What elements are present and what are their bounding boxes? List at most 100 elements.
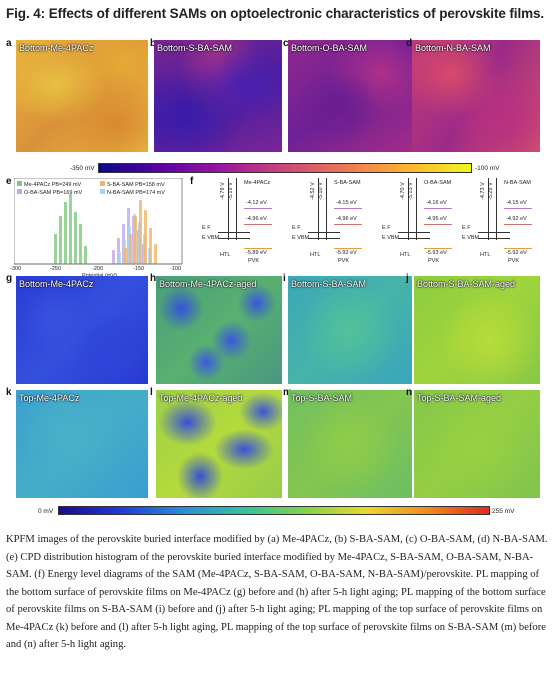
kpfm-colorbar: [98, 163, 472, 173]
energy-text: HTL: [310, 252, 321, 258]
energy-level-line: [416, 178, 417, 240]
energy-level-line: [398, 232, 430, 233]
pl-image-n: Top-S-BA-SAM-aged: [414, 390, 540, 498]
energy-text: S-BA-SAM: [334, 180, 361, 186]
energy-level-line: [408, 178, 409, 240]
kpfm-label-b: Bottom-S-BA-SAM: [157, 43, 233, 53]
kpfm-label-a: Bottom-Me-4PACz: [19, 43, 94, 53]
kpfm-image-c: Bottom-O-BA-SAM: [288, 40, 412, 152]
energy-level-line: [478, 232, 510, 233]
energy-level-line: [504, 208, 532, 209]
x-tick-200: -200: [92, 266, 104, 272]
panel-letter-c: c: [283, 38, 289, 49]
kpfm-colorbar-max: -100 mV: [475, 165, 500, 172]
energy-text: -5.19 V: [228, 182, 234, 200]
energy-text: HTL: [220, 252, 231, 258]
energy-text: -5.13 V: [408, 182, 414, 200]
energy-level-line: [218, 232, 250, 233]
energy-level-line: [244, 224, 272, 225]
panel-letter-n: n: [406, 387, 413, 398]
energy-text: -4.52 V: [310, 182, 316, 200]
energy-text: E F: [462, 225, 471, 231]
energy-text: -4.92 eV: [506, 216, 527, 222]
energy-text: PVK: [428, 258, 440, 264]
energy-text: -5.89 eV: [246, 250, 267, 256]
energy-text: -4.70 V: [400, 182, 406, 200]
histogram-bar: [124, 248, 127, 264]
energy-level-line: [318, 178, 319, 240]
x-tick-100: -100: [170, 266, 182, 272]
energy-text: E VBM: [462, 235, 480, 241]
legend-sba: S-BA-SAM PB=158 mV: [100, 181, 180, 188]
energy-text: O-BA-SAM: [424, 180, 452, 186]
panel-letter-j: j: [406, 273, 409, 284]
energy-level-line: [424, 224, 452, 225]
legend-me4pacz: Me-4PACz PB=249 mV: [17, 181, 97, 188]
pl-image-g: Bottom-Me-4PACz: [16, 276, 148, 384]
panel-letter-f: f: [190, 176, 194, 187]
energy-level-line: [334, 208, 362, 209]
panel-letter-k: k: [6, 387, 12, 398]
pl-label-j: Bottom-S-BA-SAM-aged: [417, 279, 516, 289]
histogram-bar: [149, 228, 152, 264]
energy-level-line: [398, 238, 430, 239]
pl-label-g: Bottom-Me-4PACz: [19, 279, 94, 289]
histogram-bar: [64, 202, 67, 264]
panel-letter-h: h: [150, 273, 157, 284]
energy-level-line: [236, 178, 237, 240]
panel-letter-i: i: [283, 273, 286, 284]
energy-text: -5.29 V: [488, 182, 494, 200]
energy-text: HTL: [480, 252, 491, 258]
pl-label-l: Top-Me-4PACz-aged: [159, 393, 243, 403]
energy-text: E F: [292, 225, 301, 231]
histogram-bar: [74, 212, 77, 264]
energy-level-line: [496, 178, 497, 240]
energy-level-line: [308, 232, 340, 233]
pl-colorbar: [58, 506, 490, 515]
pl-label-k: Top-Me-4PACz: [19, 393, 80, 403]
energy-text: PVK: [248, 258, 260, 264]
pl-label-h: Bottom-Me-4PACz-aged: [159, 279, 257, 289]
pl-image-m: Top-S-BA-SAM: [288, 390, 412, 498]
energy-text: -4.96 eV: [246, 216, 267, 222]
energy-text: PVK: [508, 258, 520, 264]
energy-text: -4.96 eV: [336, 216, 357, 222]
panel-letter-l: l: [150, 387, 153, 398]
energy-text: E F: [202, 225, 211, 231]
energy-level-line: [424, 248, 452, 249]
energy-text: -5.10 V: [318, 182, 324, 200]
energy-text: -5.92 eV: [336, 250, 357, 256]
energy-text: -4.15 eV: [336, 200, 357, 206]
kpfm-image-a: Bottom-Me-4PACz: [16, 40, 148, 152]
energy-diagram: O-BA-SAM -4.70 V -5.13 V E F E VBM -4.16 eV -4…: [380, 178, 468, 270]
energy-level-line: [326, 178, 327, 240]
energy-level-line: [308, 238, 340, 239]
panel-letter-g: g: [6, 273, 13, 284]
energy-level-line: [218, 238, 250, 239]
histogram-bar: [59, 216, 62, 264]
panel-letter-m: m: [283, 387, 292, 398]
pl-image-l: Top-Me-4PACz-aged: [156, 390, 282, 498]
energy-level-line: [228, 178, 229, 240]
histogram-bar: [118, 252, 121, 264]
kpfm-label-d: Bottom-N-BA-SAM: [415, 43, 491, 53]
histogram-bar: [54, 234, 57, 264]
energy-text: -4.79 V: [220, 182, 226, 200]
figure-title: Fig. 4: Effects of different SAMs on opt…: [6, 6, 545, 21]
kpfm-colorbar-min: -350 mV: [70, 165, 95, 172]
energy-text: E F: [382, 225, 391, 231]
histogram-bar: [134, 216, 137, 264]
histogram-bar: [69, 194, 72, 264]
energy-text: -4.16 eV: [426, 200, 447, 206]
histogram-bar: [154, 244, 157, 264]
pl-image-h: Bottom-Me-4PACz-aged: [156, 276, 282, 384]
legend-nba: N-BA-SAM PB=174 mV: [100, 189, 180, 196]
kpfm-label-c: Bottom-O-BA-SAM: [291, 43, 368, 53]
x-tick-150: -150: [133, 266, 145, 272]
histogram-bar: [144, 210, 147, 264]
energy-text: HTL: [400, 252, 411, 258]
energy-text: E VBM: [382, 235, 400, 241]
legend-oba: O-BA-SAM PB=169 mV: [17, 189, 97, 196]
energy-level-line: [504, 224, 532, 225]
pl-colorbar-max: 255 mV: [492, 508, 515, 515]
